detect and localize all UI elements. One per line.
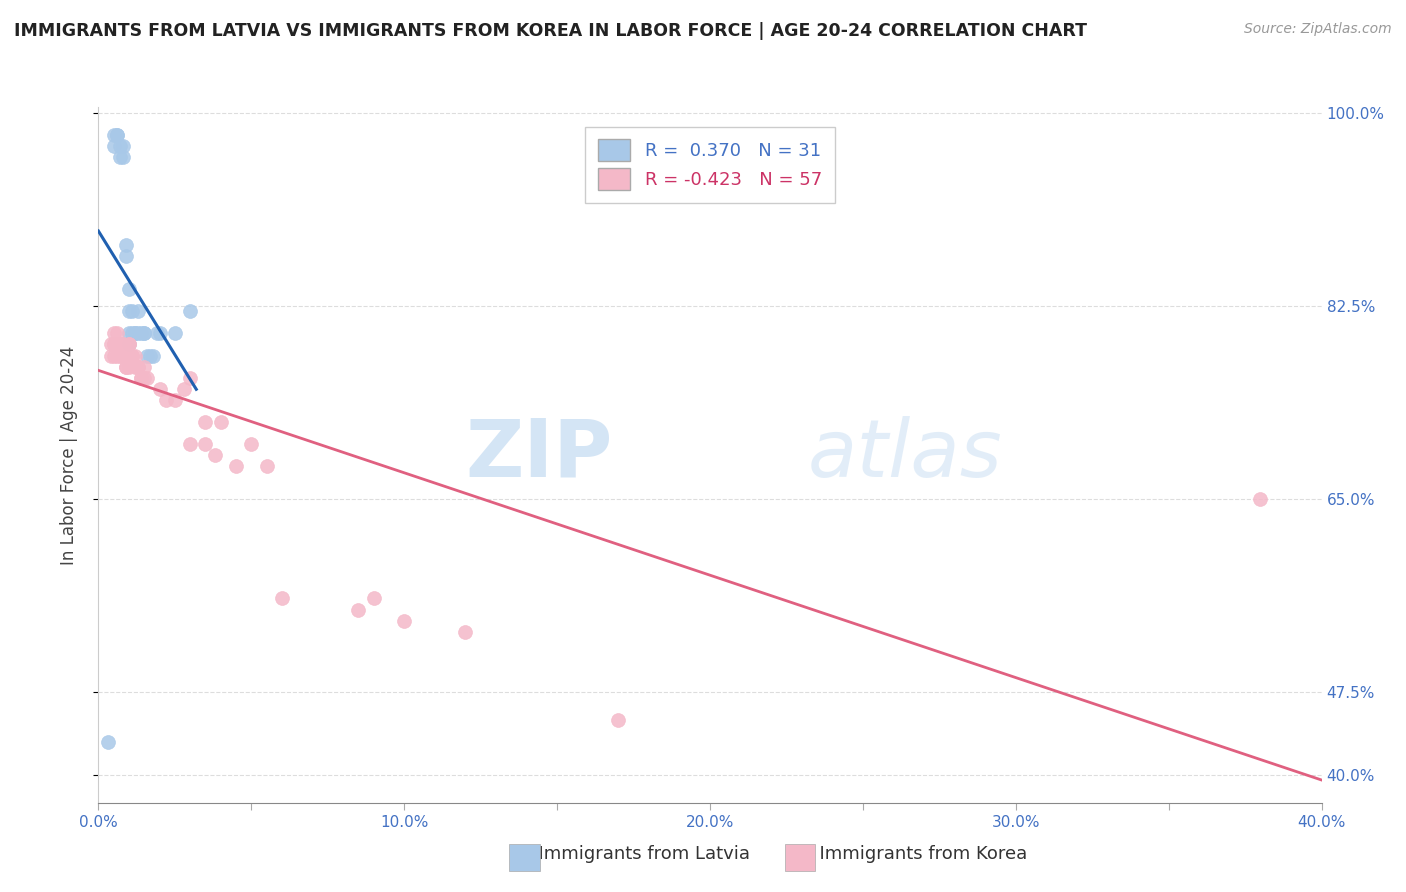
Point xyxy=(105,128,128,142)
Point xyxy=(127,326,149,341)
Point xyxy=(111,138,134,153)
Point xyxy=(149,382,172,396)
Point xyxy=(1249,492,1271,507)
Point xyxy=(115,359,138,374)
Point xyxy=(111,150,134,164)
Point xyxy=(179,304,201,318)
Legend: R =  0.370   N = 31, R = -0.423   N = 57: R = 0.370 N = 31, R = -0.423 N = 57 xyxy=(585,127,835,203)
Point xyxy=(121,349,143,363)
Point xyxy=(194,415,217,429)
Bar xyxy=(785,844,815,871)
Point xyxy=(134,326,156,341)
Point xyxy=(124,326,146,341)
Point xyxy=(124,349,146,363)
Point xyxy=(111,349,134,363)
Point xyxy=(108,337,131,351)
Point xyxy=(97,735,120,749)
Point xyxy=(100,349,122,363)
Point xyxy=(103,128,125,142)
Point xyxy=(256,458,278,473)
Point xyxy=(103,326,125,341)
Point xyxy=(155,392,177,407)
Point xyxy=(108,150,131,164)
Point xyxy=(111,349,134,363)
Text: Source: ZipAtlas.com: Source: ZipAtlas.com xyxy=(1244,22,1392,37)
Point xyxy=(145,326,167,341)
Text: Immigrants from Korea: Immigrants from Korea xyxy=(808,846,1028,863)
Point xyxy=(607,713,630,727)
Point xyxy=(209,415,232,429)
Point xyxy=(163,392,186,407)
Point xyxy=(129,370,152,384)
Point xyxy=(108,349,131,363)
Point xyxy=(105,128,128,142)
Point xyxy=(121,304,143,318)
Point xyxy=(124,326,146,341)
Point xyxy=(103,138,125,153)
Point xyxy=(134,326,156,341)
Point xyxy=(118,349,141,363)
Point xyxy=(103,337,125,351)
Point xyxy=(100,337,122,351)
Point xyxy=(111,337,134,351)
Point xyxy=(105,337,128,351)
Point xyxy=(129,370,152,384)
Point xyxy=(121,326,143,341)
Y-axis label: In Labor Force | Age 20-24: In Labor Force | Age 20-24 xyxy=(59,345,77,565)
Point xyxy=(115,349,138,363)
Point xyxy=(118,349,141,363)
Point xyxy=(118,337,141,351)
Point xyxy=(105,326,128,341)
Point xyxy=(134,370,156,384)
Point xyxy=(136,370,159,384)
Point xyxy=(179,370,201,384)
Point xyxy=(105,349,128,363)
Point xyxy=(111,349,134,363)
Point xyxy=(108,138,131,153)
Point xyxy=(118,337,141,351)
Point xyxy=(118,326,141,341)
Point xyxy=(194,437,217,451)
Point xyxy=(392,614,416,628)
Point xyxy=(121,349,143,363)
Point xyxy=(115,249,138,263)
Point xyxy=(115,238,138,252)
Point xyxy=(204,448,226,462)
Point xyxy=(139,349,162,363)
Point xyxy=(136,349,159,363)
Point xyxy=(124,359,146,374)
Point xyxy=(111,337,134,351)
Point xyxy=(363,591,385,606)
Point xyxy=(240,437,263,451)
Point xyxy=(173,382,195,396)
Text: atlas: atlas xyxy=(808,416,1002,494)
Text: IMMIGRANTS FROM LATVIA VS IMMIGRANTS FROM KOREA IN LABOR FORCE | AGE 20-24 CORRE: IMMIGRANTS FROM LATVIA VS IMMIGRANTS FRO… xyxy=(14,22,1087,40)
Point xyxy=(225,458,247,473)
Point xyxy=(142,349,165,363)
Text: ZIP: ZIP xyxy=(465,416,612,494)
Point xyxy=(129,326,152,341)
Point xyxy=(115,359,138,374)
Point xyxy=(103,337,125,351)
Point xyxy=(347,602,370,616)
Point xyxy=(163,326,186,341)
Point xyxy=(108,337,131,351)
Point xyxy=(118,282,141,296)
Point xyxy=(127,304,149,318)
Point xyxy=(179,437,201,451)
Point xyxy=(118,359,141,374)
Point xyxy=(127,359,149,374)
Bar xyxy=(509,844,540,871)
Point xyxy=(127,359,149,374)
Point xyxy=(118,337,141,351)
Point xyxy=(454,624,477,639)
Point xyxy=(134,359,156,374)
Text: Immigrants from Latvia: Immigrants from Latvia xyxy=(527,846,751,863)
Point xyxy=(118,304,141,318)
Point xyxy=(103,349,125,363)
Point xyxy=(270,591,292,606)
Point xyxy=(105,337,128,351)
Point xyxy=(149,326,172,341)
